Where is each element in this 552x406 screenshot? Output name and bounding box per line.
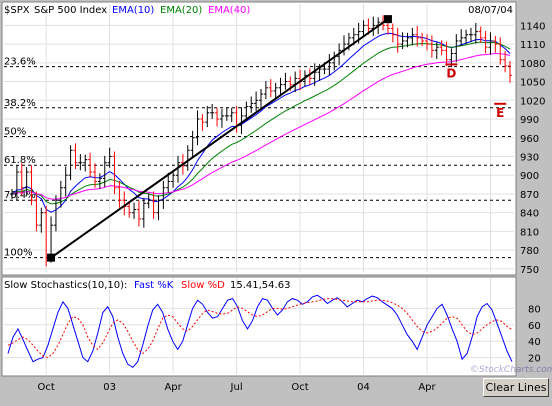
x-tick-label: 03 [103,382,116,393]
fast-k-line [7,294,513,369]
legend-ema40: EMA(40) [208,5,250,16]
legend-ema10: EMA(10) [112,5,154,16]
price-tick-label: 1140 [520,21,545,32]
annotation-label: E [496,106,504,120]
stoch-tick-label: 40 [528,337,541,348]
trendline-line [50,18,389,259]
fib-label: 50% [4,127,26,138]
ema-line-40 [11,52,511,200]
svg-text:©StockCharts.com: ©StockCharts.com [470,365,552,375]
price-tick-label: 840 [520,209,539,220]
legend-ema20: EMA(20) [160,5,202,16]
x-tick-label: 04 [357,382,370,393]
x-tick-label: Apr [418,382,436,393]
stoch-slow-label: Slow %D [181,280,225,291]
x-tick-label: Oct [38,382,55,393]
symbol-label: $SPX [4,5,30,16]
x-tick-label: Jul [230,382,243,393]
stoch-tick-label: 20 [528,354,541,365]
fib-label: 38.2% [4,98,36,109]
stoch-tick-label: 80 [528,304,541,315]
price-header: $SPX S&P 500 Index EMA(10) EMA(20) EMA(4… [4,5,513,16]
price-tick-label: 810 [520,227,539,238]
watermark: ©StockCharts.com [470,365,552,375]
stoch-label: Slow Stochastics(10,10): [4,280,127,291]
price-tick-label: 780 [520,246,539,257]
clear-lines-button[interactable]: Clear Lines [483,378,549,397]
annotations: DE [445,63,507,120]
x-tick-label: Apr [164,382,182,393]
slow-d-line [7,298,513,359]
stochastic-lines [7,294,513,369]
price-tick-label: 900 [520,171,539,182]
x-tick-label: Oct [291,382,308,393]
fibonacci-levels: 100% 76.4% 61.8% 50% 38.2% 23.6% [4,57,514,259]
index-name: S&P 500 Index [34,5,107,16]
price-tick-label: 750 [520,265,539,276]
price-tick-label: 930 [520,152,539,163]
stoch-tick-label: 60 [528,321,541,332]
price-tick-label: 1110 [520,40,545,51]
fib-label: 76.4% [4,190,36,201]
stoch-values: 15.41,54.63 [230,280,290,291]
trendline-handle [47,253,56,262]
price-tick-label: 1050 [520,78,545,89]
annotation-label: D [446,66,456,80]
price-tick-label: 990 [520,115,539,126]
price-panel [1,1,517,276]
trendline-handle [383,15,392,24]
fib-label: 23.6% [4,57,36,68]
fib-label: 61.8% [4,155,36,166]
trendline[interactable] [47,15,392,262]
chart-date: 08/07/04 [468,5,513,16]
price-tick-label: 1080 [520,59,545,70]
price-tick-label: 1020 [520,96,545,107]
price-tick-label: 960 [520,134,539,145]
fib-label: 100% [4,248,33,259]
grid [4,4,514,374]
price-tick-label: 870 [520,190,539,201]
stochastics-panel [1,276,517,377]
stoch-fast-label: Fast %K [134,280,174,291]
stochastics-header: Slow Stochastics(10,10): Fast %K Slow %D… [4,280,290,291]
